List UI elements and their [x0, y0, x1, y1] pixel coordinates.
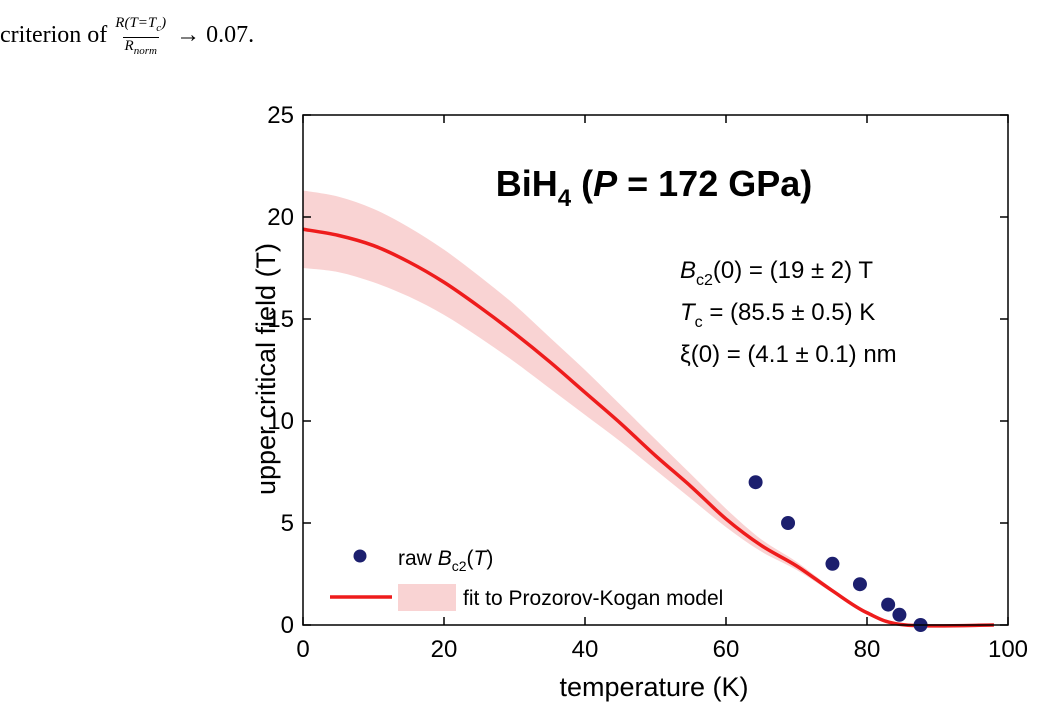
annotation-bc2: Bc2(0) = (19 ± 2) T [680, 257, 873, 289]
data-point [852, 577, 867, 592]
fit-line-layer [302, 227, 994, 628]
fit-uncertainty-band-layer [303, 190, 994, 626]
data-point [892, 607, 907, 622]
caption-prefix: criterion of [0, 21, 108, 48]
caption-suffix: → 0.07. [176, 21, 255, 48]
legend-marker-raw [353, 549, 367, 563]
x-axis-label: temperature (K) [559, 672, 748, 702]
x-tick-label: 60 [713, 636, 740, 663]
caption-fraction: R(T=Tc) Rnorm [113, 15, 168, 60]
data-point [825, 556, 840, 571]
y-tick-label: 0 [281, 612, 294, 639]
plot-frame [302, 114, 1009, 626]
legend-label-raw: raw Bc2(T) [398, 547, 493, 574]
legend-label-fit: fit to Prozorov-Kogan model [463, 587, 723, 610]
x-tick-label: 40 [572, 636, 599, 663]
annotation-tc: Tc = (85.5 ± 0.5) K [680, 299, 875, 331]
data-point [781, 516, 796, 530]
y-axis-label: upper critical field (T) [251, 243, 281, 495]
annotation-xi: ξ(0) = (4.1 ± 0.1) nm [680, 341, 897, 368]
y-tick-label: 25 [267, 102, 294, 129]
x-tick-label: 20 [431, 636, 458, 663]
data-point [748, 475, 763, 490]
data-point [881, 597, 896, 612]
fraction-numerator: R(T=Tc) [115, 14, 167, 34]
y-tick-label: 20 [267, 204, 294, 231]
fit-uncertainty-band [303, 190, 994, 626]
fit-line [302, 227, 994, 628]
y-tick-label: 15 [267, 306, 294, 333]
x-tick-label: 100 [988, 636, 1028, 663]
x-tick-label: 80 [854, 636, 881, 663]
legend-band-fit [398, 584, 456, 611]
plot-frame-layer [302, 114, 1009, 626]
y-tick-label: 5 [281, 510, 294, 537]
fraction-denominator: Rnorm [122, 36, 159, 60]
y-tick-label: 10 [267, 408, 294, 435]
x-tick-label: 0 [296, 636, 309, 663]
axis-ticks-layer: 0 20 40 60 80 100 0 5 10 15 20 25 [267, 102, 1028, 663]
chart-title: BiH4 (P = 172 GPa) [496, 163, 813, 212]
legend: raw Bc2(T) fit to Prozorov-Kogan model [330, 547, 723, 611]
criterion-caption: criterion of R(T=Tc) Rnorm → 0.07. [0, 0, 254, 70]
data-points-layer [748, 475, 928, 632]
